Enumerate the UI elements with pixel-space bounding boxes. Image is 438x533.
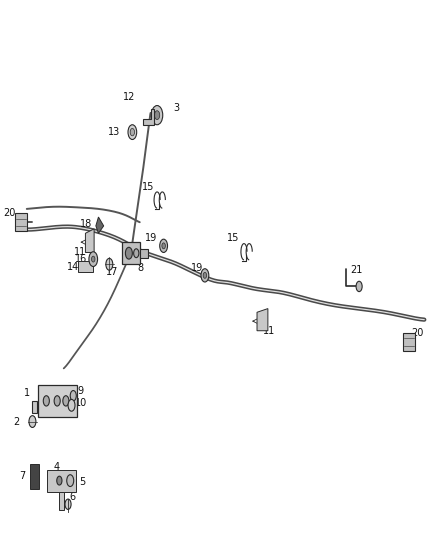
Text: 11: 11 [263,327,275,336]
Bar [122,242,140,264]
Text: 21: 21 [350,265,363,275]
Circle shape [125,247,132,259]
Polygon shape [257,309,268,331]
Circle shape [128,125,137,140]
Text: 3: 3 [173,103,179,113]
Bar [32,401,37,413]
Circle shape [160,239,167,253]
Bar [403,333,415,351]
Circle shape [356,281,362,292]
Bar [30,464,39,489]
Circle shape [162,243,166,249]
Circle shape [134,249,139,257]
Text: 10: 10 [74,398,87,408]
Circle shape [68,399,75,411]
Bar [47,470,76,492]
Polygon shape [96,217,104,233]
Text: 15: 15 [141,182,154,192]
Text: 8: 8 [138,263,144,273]
Bar [38,385,77,417]
Text: 13: 13 [108,127,120,137]
Bar [78,261,93,272]
Circle shape [67,475,74,487]
Polygon shape [143,109,154,125]
Circle shape [106,259,113,270]
Circle shape [63,395,69,406]
Text: 18: 18 [80,219,92,229]
Text: 9: 9 [78,385,84,395]
Circle shape [43,395,49,406]
Circle shape [54,395,60,406]
Text: 1: 1 [24,389,30,399]
Text: 16: 16 [75,254,88,264]
Text: 12: 12 [123,92,135,102]
Circle shape [29,416,36,427]
Text: 4: 4 [53,462,60,472]
Circle shape [152,106,163,125]
Text: 19: 19 [191,263,203,273]
Circle shape [70,391,76,401]
Text: 7: 7 [19,471,25,481]
Text: 14: 14 [67,262,79,271]
Text: 5: 5 [79,477,85,487]
Text: 20: 20 [4,208,16,219]
Circle shape [130,128,134,136]
Text: 6: 6 [69,492,75,502]
Circle shape [155,111,160,119]
Text: 19: 19 [145,233,157,244]
Text: 2: 2 [13,417,19,426]
Bar [140,249,148,257]
Bar [60,492,64,510]
Text: 11: 11 [74,247,86,257]
Circle shape [89,252,98,266]
Circle shape [92,256,95,262]
Text: 15: 15 [227,233,240,244]
Circle shape [57,476,62,485]
Circle shape [65,499,71,510]
Circle shape [203,272,207,278]
Text: 17: 17 [106,268,119,277]
Bar [15,213,27,231]
Polygon shape [85,229,94,253]
Text: 20: 20 [411,328,424,338]
Circle shape [201,269,209,282]
